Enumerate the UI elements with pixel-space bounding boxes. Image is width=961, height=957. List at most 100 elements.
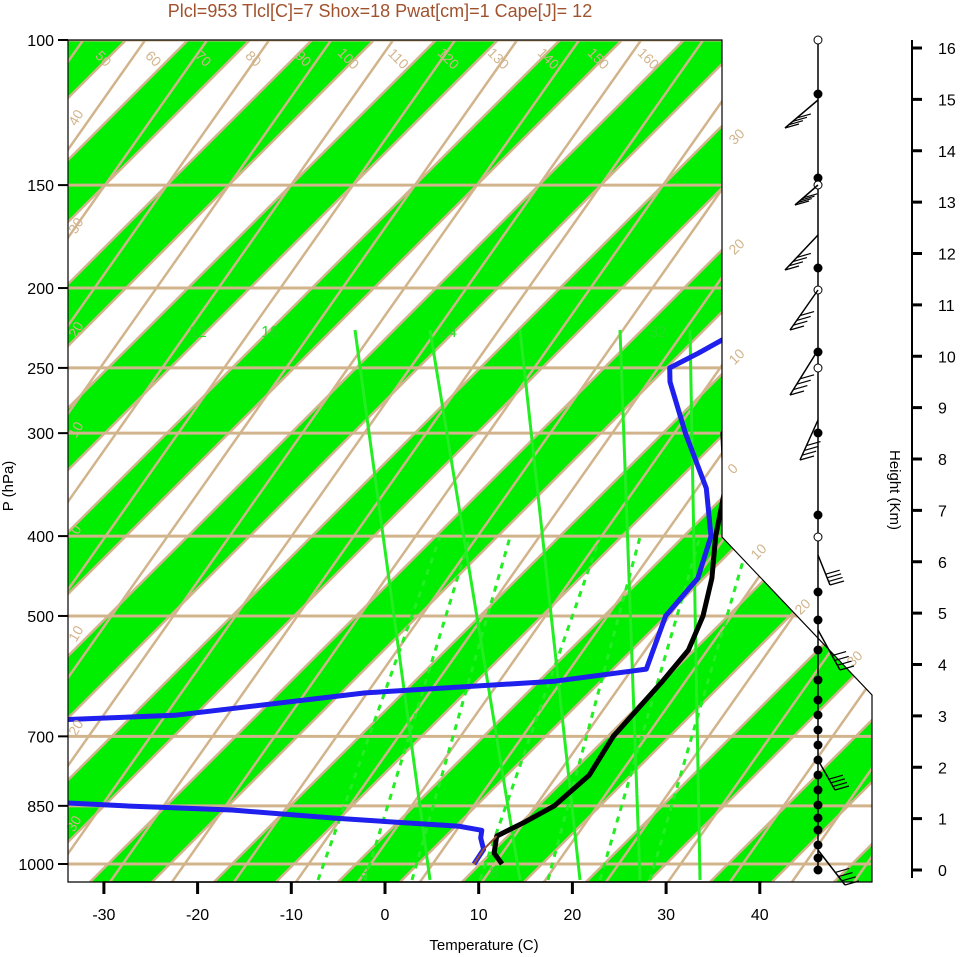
wind-level-dot	[813, 770, 823, 780]
mixing-ratio-label: 12	[189, 324, 207, 341]
height-tick-label: 1	[938, 812, 947, 829]
wind-level-dot	[813, 510, 823, 520]
x-tick-label: 0	[381, 907, 390, 924]
mixing-ratio-label: 3	[361, 865, 370, 882]
wind-barb-feather	[831, 651, 847, 657]
wind-barb	[817, 759, 836, 791]
height-tick-label: 14	[938, 144, 956, 161]
isotherm	[896, 0, 961, 882]
isotherm	[68, 40, 619, 882]
mixing-ratio-label: 32	[649, 324, 667, 341]
height-tick-label: 9	[938, 401, 947, 418]
wind-barb-feather	[826, 573, 842, 579]
mixing-ratio-line	[428, 329, 522, 881]
wind-level-dot	[813, 740, 823, 750]
wind-level-dot	[813, 840, 823, 850]
wind-barb	[784, 99, 819, 129]
y-tick-label: 400	[27, 529, 54, 546]
wind-barb-feather	[806, 441, 821, 447]
dry-adiabat	[916, 2, 961, 882]
mixing-ratio-line	[688, 329, 702, 881]
wind-barb-feather	[801, 450, 817, 456]
isotherm	[68, 40, 247, 882]
height-tick-label: 6	[938, 555, 947, 572]
wind-level-dot	[813, 675, 823, 685]
wind-barb-feather	[793, 385, 808, 391]
y-tick-label: 200	[27, 281, 54, 298]
height-tick-label: 15	[938, 92, 956, 109]
dry-adiabat	[68, 40, 670, 882]
parcel-curve	[473, 835, 498, 865]
left-edge-label: 40	[65, 107, 87, 129]
wind-barb-feather	[799, 455, 815, 461]
wind-barb-feather	[838, 872, 853, 878]
x-tick-label: -10	[280, 907, 303, 924]
band-edge-label: 20	[725, 235, 747, 257]
isotherm	[647, 40, 872, 882]
y-tick-label: 250	[27, 361, 54, 378]
height-tick-label: 11	[938, 298, 955, 315]
wind-level-dot	[813, 173, 823, 183]
wind-barb-feather	[799, 374, 815, 380]
wind-barb	[789, 289, 819, 331]
wind-barb-feather	[796, 113, 812, 119]
wind-barb-feather	[789, 325, 805, 331]
wind-profile	[784, 35, 860, 886]
mixing-ratio-line	[316, 536, 442, 881]
wind-barb-feather	[799, 311, 815, 317]
y-tick-label: 700	[27, 729, 54, 746]
wind-barb-feather	[796, 252, 812, 258]
band-edge-label: 30	[843, 647, 865, 669]
wind-level-open-dot	[813, 35, 823, 45]
left-edge-label: 20	[65, 319, 87, 341]
wind-barb-feather	[844, 880, 860, 886]
temperature-axis: -30 -20 -10 0 10 20 30 40	[92, 881, 769, 924]
wind-barb-feather	[793, 320, 808, 326]
band-edge-label: 0	[724, 460, 741, 477]
isotherm	[461, 40, 872, 882]
wind-barb-feather	[825, 569, 840, 575]
wind-barb-feather	[839, 665, 855, 671]
wind-barb-feather	[834, 655, 849, 661]
isotherm	[523, 40, 872, 882]
dry-adiabat	[728, 40, 872, 882]
y-tick-label: 300	[27, 426, 54, 443]
mixing-ratio-line	[353, 329, 432, 881]
height-tick-label: 4	[938, 658, 947, 675]
x-tick-label: 10	[470, 907, 488, 924]
wind-level-dot	[813, 800, 823, 810]
dry-adiabat	[68, 40, 608, 882]
height-tick-label: 13	[938, 195, 956, 212]
wind-barb-feather	[841, 876, 856, 882]
wind-level-dot	[813, 853, 823, 863]
mixing-ratio-label: 16	[261, 324, 279, 341]
isotherm	[68, 40, 309, 882]
wind-level-dot	[813, 695, 823, 705]
wind-barb-feather	[797, 198, 812, 204]
height-tick-label: 3	[938, 709, 947, 726]
left-edge-label: 20	[65, 717, 87, 739]
wind-barb-feather	[788, 261, 804, 267]
height-tick-label: 0	[938, 863, 947, 880]
wind-level-dot	[813, 813, 823, 823]
wind-barb	[817, 629, 841, 671]
isotherm	[68, 40, 371, 882]
dry-adiabat	[170, 40, 794, 882]
wind-barb-feather	[837, 660, 852, 666]
wind-barb	[794, 184, 819, 206]
wind-barb-feather	[794, 200, 810, 206]
wind-level-dot	[813, 428, 823, 438]
left-edge-label: 10	[65, 623, 87, 645]
mixing-ratio-label: 24	[439, 324, 457, 341]
wind-level-dot	[813, 785, 823, 795]
y-tick-label: 1000	[18, 857, 54, 874]
wind-level-dot	[813, 725, 823, 735]
wind-barb-feather	[789, 390, 805, 396]
wind-barb	[817, 849, 846, 886]
mixing-ratio-line	[618, 329, 642, 881]
mixing-ratio-line	[518, 329, 582, 881]
height-tick-label: 10	[938, 349, 956, 366]
temperature-curve	[491, 71, 872, 866]
